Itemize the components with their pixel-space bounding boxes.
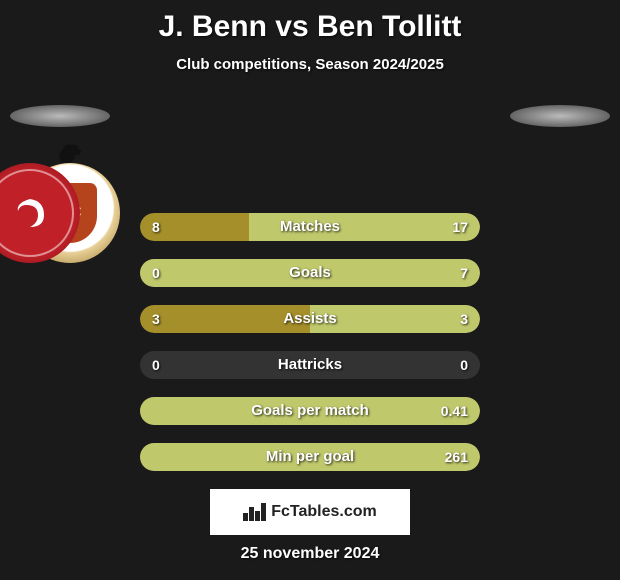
vs-text: vs xyxy=(275,10,308,43)
stat-bar: 07Goals xyxy=(140,259,480,287)
player2-name: Ben Tollitt xyxy=(317,10,461,43)
fctables-text: FcTables.com xyxy=(271,503,377,521)
stat-bar: 33Assists xyxy=(140,305,480,333)
stat-label: Matches xyxy=(140,213,480,241)
stat-label: Goals xyxy=(140,259,480,287)
stat-bar: 261Min per goal xyxy=(140,443,480,471)
stat-label: Assists xyxy=(140,305,480,333)
infographic-root: J. Benn vs Ben Tollitt Club competitions… xyxy=(0,0,620,563)
fctables-watermark: FcTables.com xyxy=(210,489,410,535)
player1-platform xyxy=(10,105,110,127)
stat-bar: 817Matches xyxy=(140,213,480,241)
subtitle: Club competitions, Season 2024/2025 xyxy=(0,56,620,73)
stat-bar: 00Hattricks xyxy=(140,351,480,379)
shrimp-icon xyxy=(10,193,50,233)
player1-name: J. Benn xyxy=(159,10,267,43)
stat-bar: 0.41Goals per match xyxy=(140,397,480,425)
date-text: 25 november 2024 xyxy=(0,545,620,563)
stat-bars: 817Matches 07Goals 33Assists 00Hattricks 0.4… xyxy=(140,213,480,471)
comparison-title: J. Benn vs Ben Tollitt xyxy=(0,10,620,44)
stat-label: Hattricks xyxy=(140,351,480,379)
player2-platform xyxy=(510,105,610,127)
stat-label: Min per goal xyxy=(140,443,480,471)
stats-area: BC 817Matches07Goals33Assists00Hattricks… xyxy=(0,113,620,471)
rooster-icon xyxy=(55,141,85,165)
fctables-logo-icon xyxy=(243,503,265,521)
stat-label: Goals per match xyxy=(140,397,480,425)
